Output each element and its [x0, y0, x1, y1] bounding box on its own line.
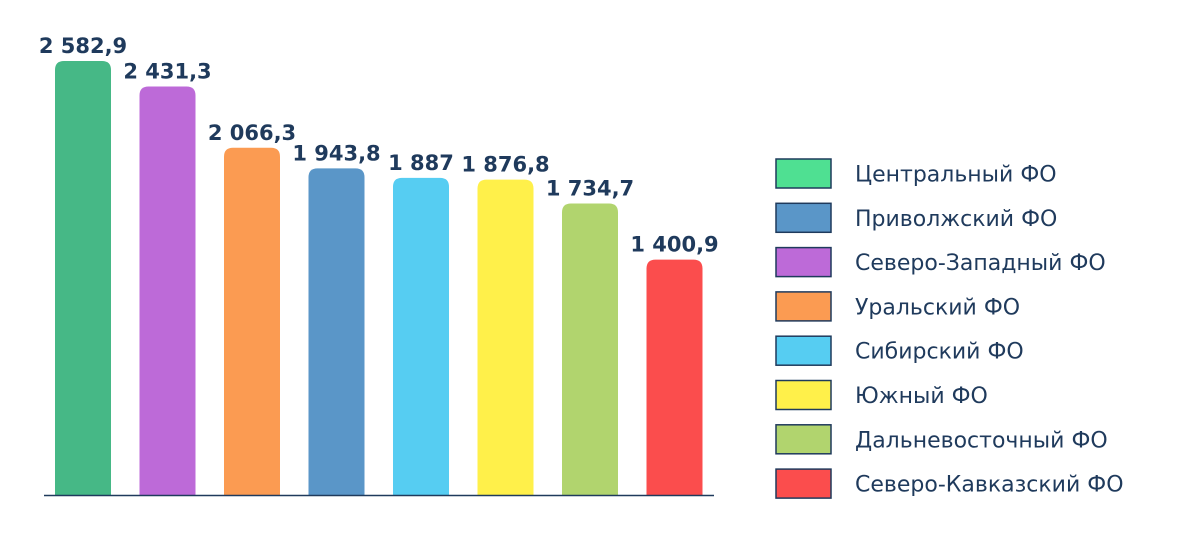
legend-swatch — [775, 158, 832, 189]
value-label-сибирский-фо: 1 887 — [388, 151, 454, 175]
legend-item-приволжский-фо: Приволжский ФО — [775, 202, 1057, 234]
legend-item-северо-кавказский-фо: Северо-Кавказский ФО — [775, 468, 1124, 499]
bars-group — [55, 61, 703, 496]
value-label-приволжский-фо: 1 943,8 — [292, 141, 380, 165]
legend-swatch — [775, 424, 832, 455]
legend-label: Южный ФО — [855, 384, 988, 409]
legend-swatch — [775, 291, 832, 322]
legend-item-дальневосточный-фо: Дальневосточный ФО — [775, 424, 1108, 455]
value-label-южный-фо: 1 876,8 — [461, 153, 549, 177]
legend-swatch — [775, 468, 832, 499]
legend-swatch — [775, 246, 832, 278]
legend-label: Дальневосточный ФО — [855, 428, 1108, 453]
value-label-дальневосточный-фо: 1 734,7 — [546, 177, 634, 201]
legend-label: Северо-Кавказский ФО — [855, 473, 1124, 498]
bar-сибирский-фо — [393, 177, 449, 495]
bar-центральный-фо — [55, 61, 111, 495]
bar-уральский-фо — [224, 147, 280, 496]
legend-item-южный-фо: Южный ФО — [775, 379, 988, 411]
legend-label: Северо-Западный ФО — [855, 251, 1106, 276]
legend-label: Центральный ФО — [855, 163, 1057, 188]
bar-дальневосточный-фо — [562, 203, 618, 496]
legend-label: Приволжский ФО — [855, 207, 1057, 232]
legend-label: Сибирский ФО — [855, 340, 1024, 365]
bar-северо-кавказский-фо — [646, 259, 703, 495]
legend-swatch — [775, 379, 832, 411]
value-labels-group: 2 582,92 431,3 2 066,31 943,8 1 887 1 876,8… — [39, 34, 719, 257]
bar-приволжский-фо — [308, 168, 365, 495]
legend-item-сибирский-фо: Сибирский ФО — [775, 335, 1024, 366]
legend-label: Уральский ФО — [855, 295, 1020, 320]
legend-swatch — [775, 202, 832, 234]
bar-южный-фо — [477, 179, 534, 495]
legend-item-уральский-фо: Уральский ФО — [775, 291, 1020, 322]
legend: Центральный ФО Приволжский ФО Северо-Запад… — [775, 158, 1124, 499]
value-label-центральный-фо: 2 582,9 — [39, 34, 127, 58]
value-label-северо-западный-фо: 2 431,3 — [123, 59, 211, 83]
value-label-уральский-фо: 2 066,3 — [208, 121, 296, 145]
legend-swatch — [775, 335, 832, 366]
legend-item-северо-западный-фо: Северо-Западный ФО — [775, 246, 1106, 278]
value-label-северо-кавказский-фо: 1 400,9 — [630, 233, 718, 257]
legend-item-центральный-фо: Центральный ФО — [775, 158, 1057, 189]
bar-северо-западный-фо — [139, 86, 196, 495]
